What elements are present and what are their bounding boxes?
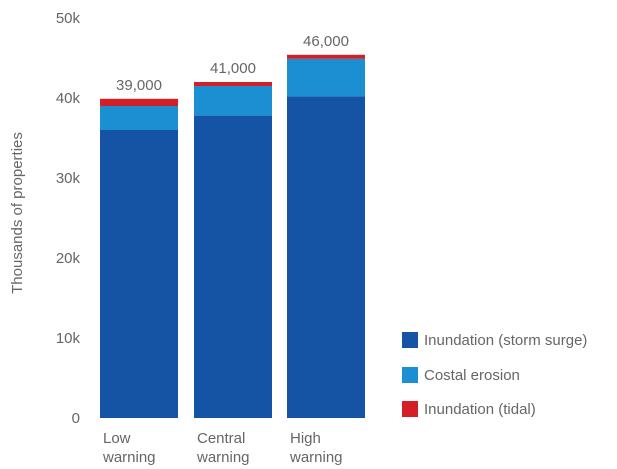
bar-segment-tidal: [287, 54, 365, 59]
bar-segment-storm-surge: [194, 115, 272, 418]
bar-segment-storm-surge: [287, 96, 365, 419]
y-tick-label: 30k: [56, 170, 81, 187]
y-axis-title: Thousands of properties: [9, 132, 26, 294]
bar-segment-storm-surge: [100, 130, 178, 418]
bar-segment-erosion: [100, 106, 178, 130]
y-axis-ticks: 0 10k 20k 30k 40k 50k: [56, 10, 81, 427]
legend-swatch: [402, 332, 418, 348]
bars: [100, 54, 365, 419]
legend-label: Inundation (tidal): [424, 401, 536, 418]
bar-total-label: 46,000: [303, 33, 349, 50]
category-label: Central warning: [196, 430, 250, 466]
y-tick-label: 0: [72, 410, 80, 427]
bar-total-label: 39,000: [116, 77, 162, 94]
legend-label: Costal erosion: [424, 367, 520, 384]
category-labels: Low warning Central warning High warning: [102, 430, 343, 466]
bar-segment-tidal: [100, 98, 178, 106]
bar-segment-tidal: [194, 82, 272, 86]
y-tick-label: 40k: [56, 90, 81, 107]
total-labels: 39,000 41,000 46,000: [116, 33, 349, 94]
legend: Inundation (storm surge) Costal erosion In…: [402, 332, 587, 418]
bar-segment-erosion: [287, 58, 365, 97]
legend-swatch: [402, 401, 418, 417]
category-label: Low warning: [102, 430, 156, 466]
y-tick-label: 20k: [56, 250, 81, 267]
bar-total-label: 41,000: [210, 60, 256, 77]
bar-segment-erosion: [194, 86, 272, 116]
category-label: High warning: [289, 430, 343, 466]
legend-swatch: [402, 367, 418, 383]
y-tick-label: 10k: [56, 330, 81, 347]
y-tick-label: 50k: [56, 10, 81, 27]
legend-label: Inundation (storm surge): [424, 332, 587, 349]
